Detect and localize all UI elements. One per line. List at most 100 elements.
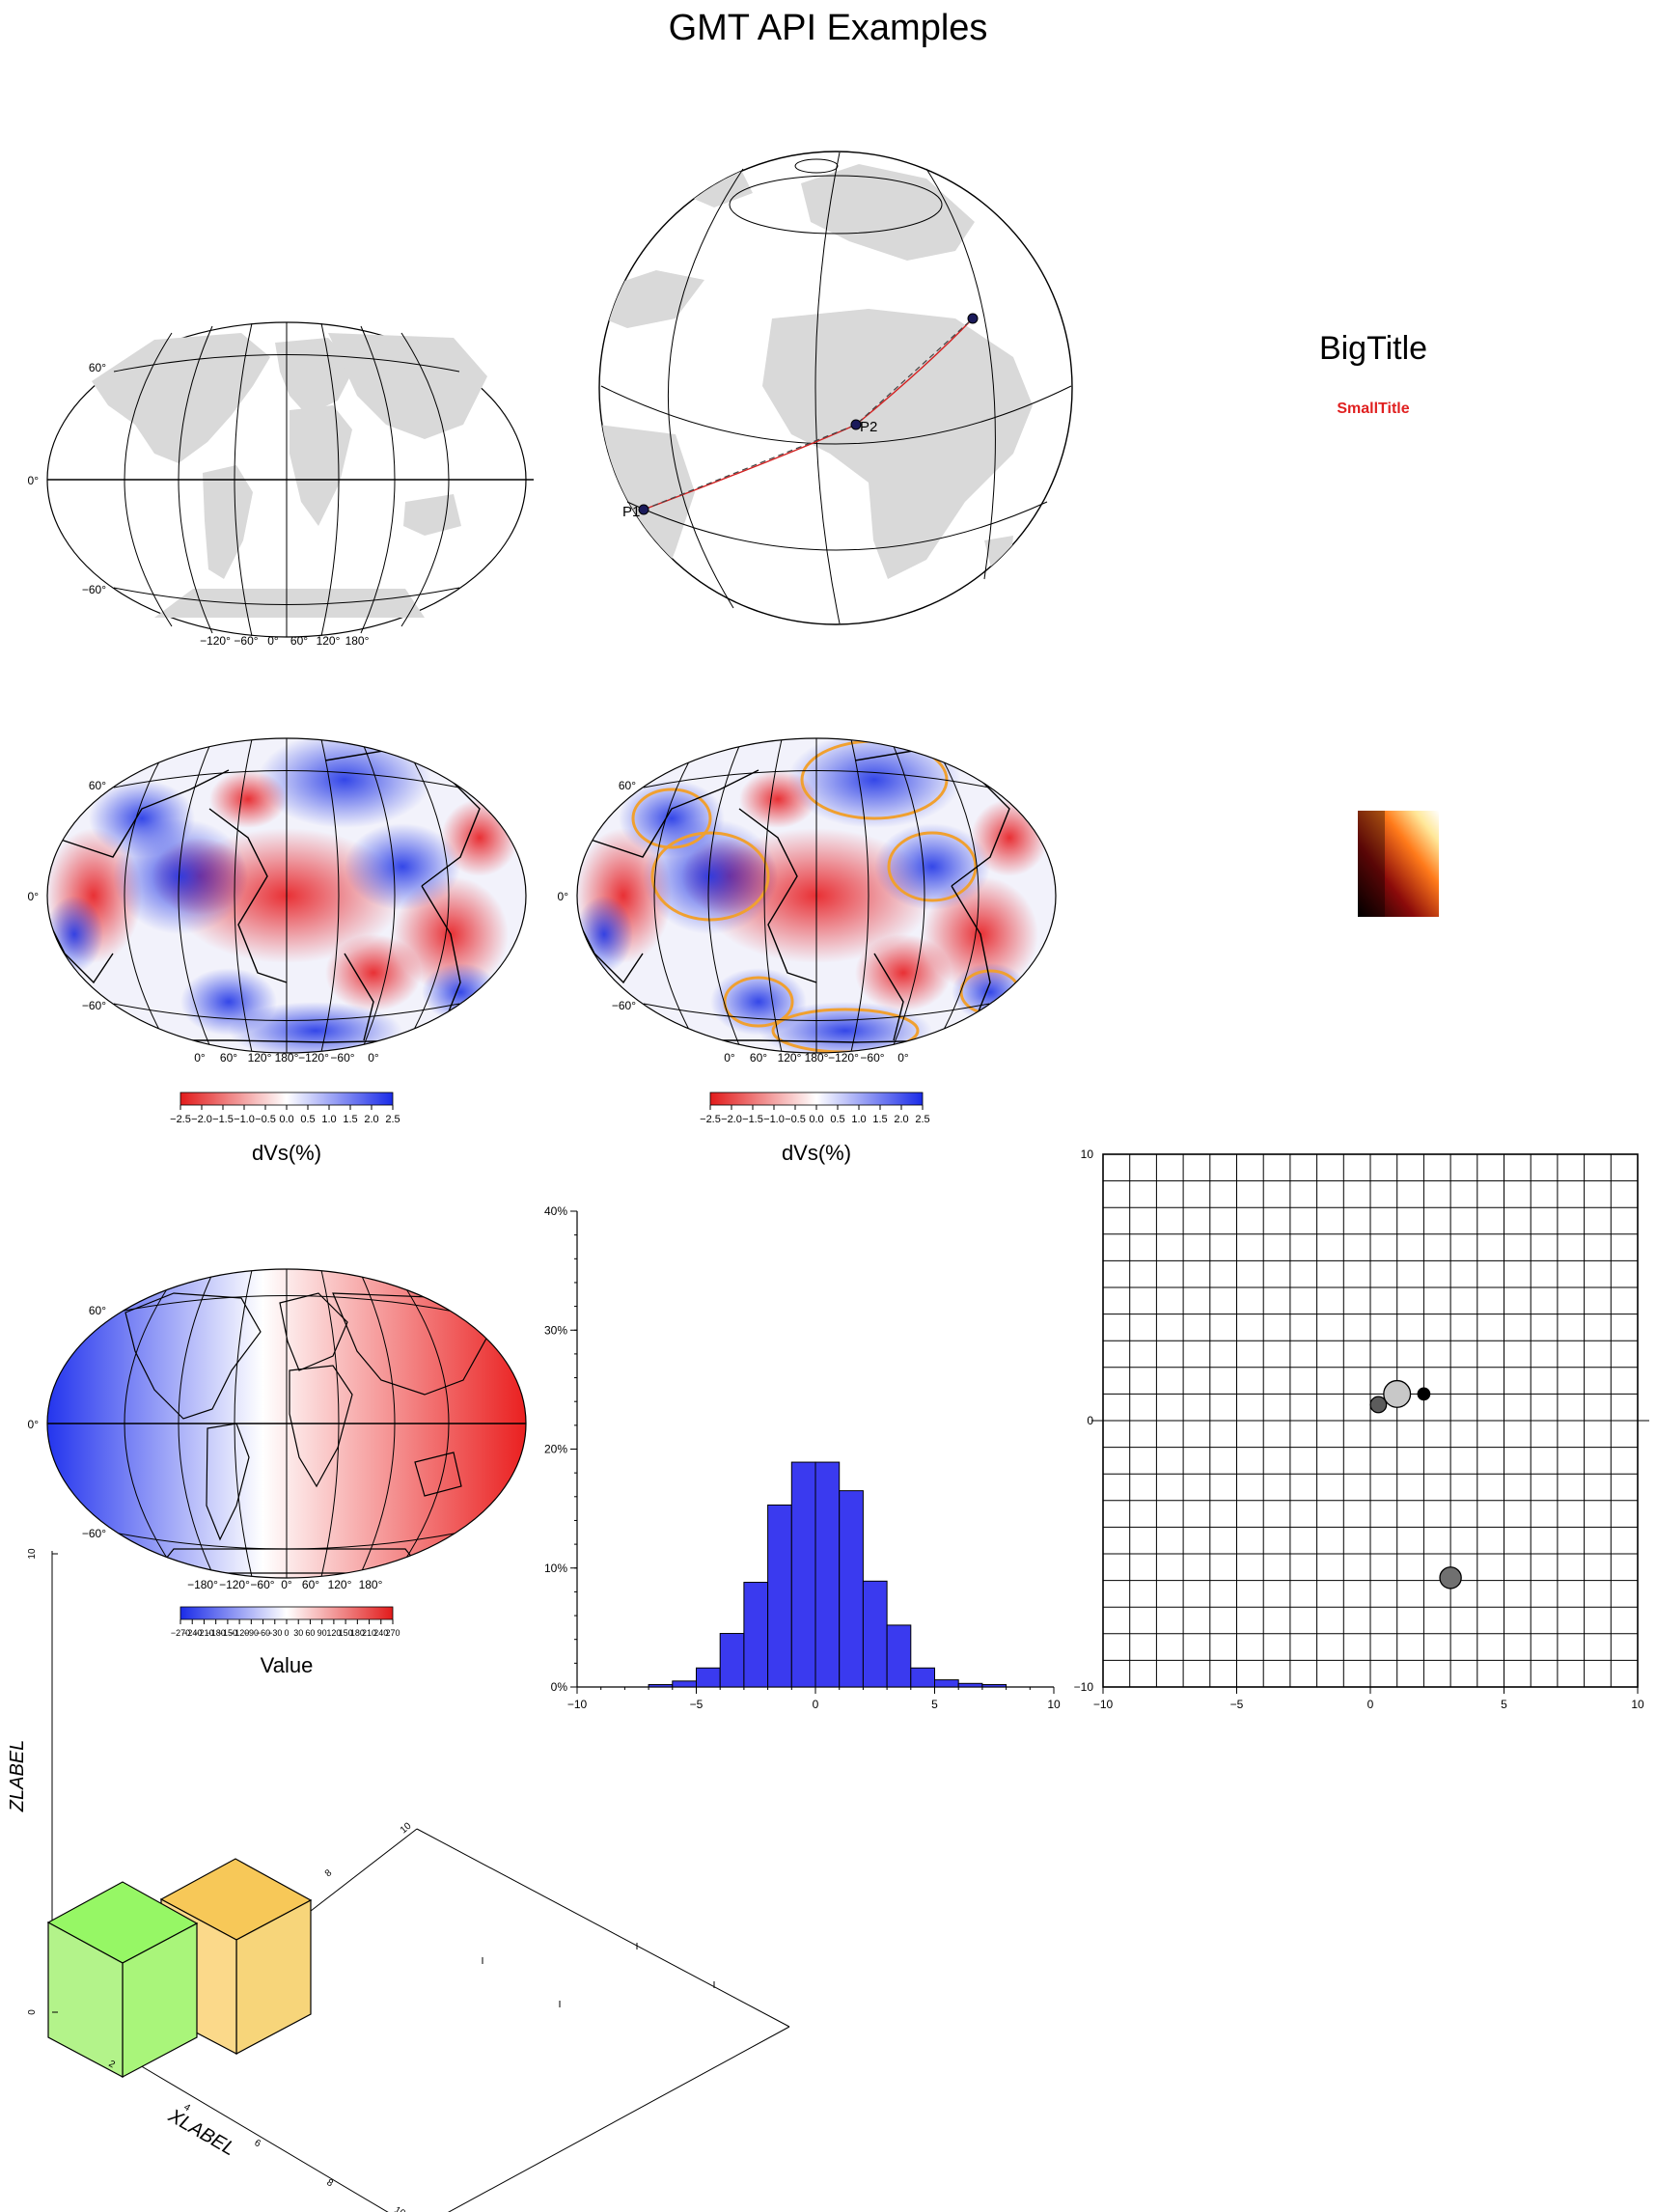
colorbar-tick-label: 90 bbox=[317, 1628, 327, 1638]
grid-lines bbox=[1102, 1153, 1639, 1688]
colorbar-tick-label: −1.0 bbox=[234, 1114, 255, 1125]
y-tick-label: 0% bbox=[551, 1680, 568, 1694]
colorbar-tick-label: 30 bbox=[293, 1628, 303, 1638]
colorbar-tick-label: −60 bbox=[256, 1628, 270, 1638]
lon-label: −60° bbox=[234, 634, 258, 648]
tomography-map-1: 60°0°−60°0° 60° 120° 180° −120° −60° 0°−2.5 −2.… bbox=[28, 737, 527, 1165]
histogram-bar bbox=[696, 1667, 721, 1688]
histogram-bar bbox=[886, 1624, 912, 1688]
y-tick-label: −10 bbox=[1074, 1680, 1094, 1694]
lon-label: −180° bbox=[187, 1578, 218, 1591]
colorbar-tick-label: 0.5 bbox=[830, 1114, 844, 1125]
colorbar-tick-label: 2.0 bbox=[894, 1114, 908, 1125]
histogram-bar bbox=[814, 1461, 841, 1688]
histogram-bar bbox=[719, 1633, 745, 1688]
lon-label: −60° bbox=[860, 1051, 884, 1065]
coastlines bbox=[577, 750, 1010, 1043]
route-point bbox=[967, 313, 979, 324]
histogram-bar bbox=[672, 1680, 697, 1688]
land-masses bbox=[92, 333, 487, 618]
colorbar-tick-label: 180 bbox=[350, 1628, 365, 1638]
globe-graticule bbox=[600, 152, 1072, 624]
x-tick-label: −5 bbox=[1230, 1698, 1244, 1711]
histogram-bar bbox=[743, 1582, 769, 1688]
cubes-3d: ZLABEL XLABEL 0 10 2 4 6 8 10 8 10 bbox=[7, 1548, 790, 2212]
lat-label-60: 60° bbox=[89, 361, 106, 374]
lat-label-0: 0° bbox=[28, 1418, 40, 1431]
colorbar-tick-label: −90 bbox=[244, 1628, 259, 1638]
value-colorbar bbox=[179, 1606, 394, 1620]
colorbar-tick-label: −0.5 bbox=[255, 1114, 276, 1125]
value-map: 60° 0° −60° −180° −120° −60° 0° 60° 120°… bbox=[28, 1268, 527, 1677]
lon-label: 0° bbox=[267, 634, 279, 648]
value-colorbar-label: Value bbox=[261, 1653, 314, 1677]
lon-label: −120° bbox=[298, 1051, 329, 1065]
x-tick-label: 0 bbox=[1367, 1698, 1374, 1711]
lon-label: 120° bbox=[778, 1051, 802, 1065]
tick-marks bbox=[52, 1553, 715, 2013]
lon-label: 180° bbox=[275, 1051, 299, 1065]
histogram-bar bbox=[910, 1667, 935, 1688]
colorbar-tick-label: 240 bbox=[373, 1628, 388, 1638]
colorbar-tick-label: −210 bbox=[194, 1628, 213, 1638]
colorbar-tick-label: 60 bbox=[305, 1628, 315, 1638]
lat-label-minus60: −60° bbox=[82, 1527, 106, 1540]
dvs-colorbar bbox=[709, 1092, 924, 1106]
x-tick: 6 bbox=[253, 2138, 263, 2150]
green-cube bbox=[46, 1881, 199, 2078]
z-tick: 0 bbox=[27, 2009, 38, 2015]
lat-label: 60° bbox=[619, 779, 636, 792]
lon-label: 180° bbox=[359, 1578, 383, 1591]
colorbar-tick-label: −1.5 bbox=[212, 1114, 234, 1125]
colorbar-tick-label: 1.0 bbox=[321, 1114, 336, 1125]
route-point bbox=[850, 419, 862, 430]
colorbar-tick-label: −1.0 bbox=[763, 1114, 785, 1125]
y-tick-label: 20% bbox=[544, 1443, 567, 1456]
histogram-bar bbox=[767, 1504, 792, 1688]
colorbar-tick-label: −30 bbox=[267, 1628, 282, 1638]
colorbar-tick-label: 270 bbox=[385, 1628, 400, 1638]
lon-label: 0° bbox=[194, 1051, 206, 1065]
colorbar-tick-label: −180 bbox=[207, 1628, 226, 1638]
colorbar-tick-label: 2.5 bbox=[385, 1114, 400, 1125]
lon-label: 60° bbox=[750, 1051, 767, 1065]
lon-label: −120° bbox=[200, 634, 231, 648]
route-point-label: P2 bbox=[860, 419, 877, 435]
lon-label: −120° bbox=[828, 1051, 859, 1065]
lat-label-0: 0° bbox=[28, 474, 40, 487]
value-colorbar-ticks: −270−240−210−180−150−120−90−60−30 0 30 60 90… bbox=[171, 1619, 400, 1638]
y-tick-label: 40% bbox=[544, 1204, 567, 1218]
xlabel: XLABEL bbox=[164, 2105, 238, 2160]
colorbar-tick-label: 1.5 bbox=[343, 1114, 357, 1125]
lat-label: 0° bbox=[28, 890, 40, 903]
colorbar-tick-label: 1.0 bbox=[851, 1114, 866, 1125]
lon-label: 120° bbox=[328, 1578, 352, 1591]
x-tick-label: 10 bbox=[1047, 1698, 1061, 1711]
histogram-bar bbox=[839, 1490, 864, 1688]
histogram-bar bbox=[981, 1684, 1007, 1688]
lat-label: 60° bbox=[89, 779, 106, 792]
colorbar-tick-label: 150 bbox=[339, 1628, 353, 1638]
world-map: 60° 0° −60° −120° −60° 0° 60° 120° 180° bbox=[28, 321, 534, 648]
lon-label: 120° bbox=[317, 634, 341, 648]
colorbar-tick-label: 210 bbox=[362, 1628, 376, 1638]
colorbar-tick-label: −240 bbox=[182, 1628, 202, 1638]
route-point-label: P1 bbox=[622, 504, 640, 520]
y-tick-label: 10 bbox=[1081, 1147, 1094, 1161]
colorbar-tick-label: 2.0 bbox=[364, 1114, 378, 1125]
colorbar-tick-label: −2.0 bbox=[191, 1114, 212, 1125]
page-title: GMT API Examples bbox=[668, 8, 988, 48]
x-tick-label: 5 bbox=[1501, 1698, 1507, 1711]
colorbar-tick-label: −120 bbox=[230, 1628, 249, 1638]
colorbar-tick-label: 1.5 bbox=[872, 1114, 887, 1125]
titles-panel: BigTitle SmallTitle bbox=[1319, 330, 1427, 417]
colorbar-tick-label: 0.5 bbox=[300, 1114, 315, 1125]
colorbar-tick-label: −2.5 bbox=[700, 1114, 721, 1125]
scatter-point bbox=[1439, 1566, 1462, 1590]
x-tick: 8 bbox=[325, 2177, 336, 2190]
lat-label: −60° bbox=[82, 999, 106, 1012]
grid-scatter-plot: −10 −5 0 5 10 −10 0 10 bbox=[1074, 1147, 1649, 1711]
colorbar-tick-label: −1.5 bbox=[742, 1114, 763, 1125]
lon-label: 0° bbox=[897, 1051, 909, 1065]
